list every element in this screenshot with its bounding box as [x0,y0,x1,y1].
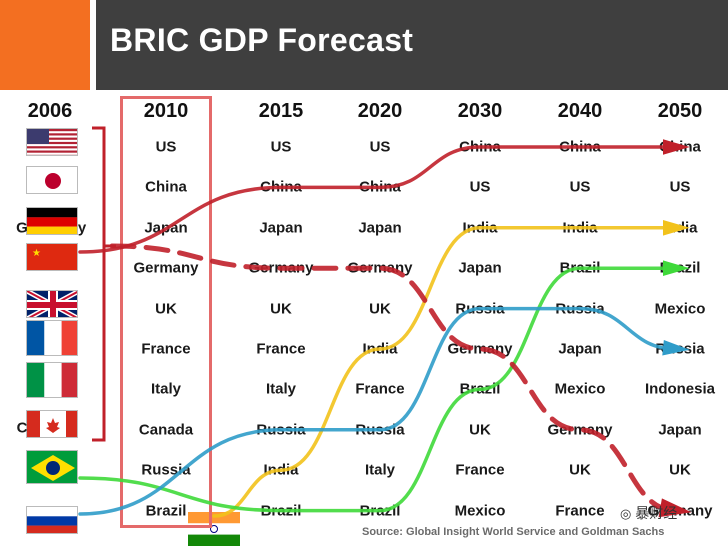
wechat-icon: ◎ [620,506,632,521]
rank-cell-2010-2: China [145,178,187,196]
rank-cell-2040-6: Japan [558,340,602,358]
trajectory-china [78,145,678,254]
arrowhead-brazil [663,260,690,276]
watermark: ◎ 暴财经 [620,503,677,523]
rank-cell-2020-7: France [355,380,405,398]
rank-cell-2030-8: UK [469,421,491,439]
rank-cell-2050-7: Indonesia [644,380,716,398]
year-header-2030: 2030 [457,100,503,122]
arrowhead-russia [662,339,690,356]
rank-cell-2040-10: France [555,502,605,520]
trajectory-india [212,226,678,518]
rank-cell-2010-6: France [141,340,191,358]
year-header-2020: 2020 [357,100,403,122]
rank-cell-2010-1: US [155,138,177,156]
rank-cell-2050-2: US [669,178,691,196]
germany-flag [26,207,78,235]
arrowhead-india [663,220,690,236]
trajectory-brazil [78,266,678,513]
trajectory-russia [78,306,678,516]
watermark-text: 暴财经 [635,505,678,521]
rank-cell-2015-5: UK [270,300,292,318]
year-header-2040: 2040 [557,100,603,122]
brazil-flag [26,450,78,484]
rank-cell-2010-5: UK [155,300,177,318]
china-flag: ★ [26,243,78,271]
rank-cell-2015-1: US [270,138,292,156]
arrowhead-china [663,139,690,155]
rank-cell-2010-7: Italy [150,380,182,398]
italy-flag [26,362,78,398]
svg-text:★: ★ [32,248,41,259]
rank-cell-2030-10: Mexico [454,502,506,520]
france-flag [26,320,78,356]
uk-flag [26,290,78,318]
rank-cell-2030-9: France [455,461,505,479]
rank-cell-2040-9: UK [569,461,591,479]
partial-label-germany-end: y [77,219,87,237]
year-header-2010: 2010 [143,100,189,122]
header-bar [96,0,728,90]
rank-cell-2020-1: US [369,138,391,156]
year-header-2006: 2006 [27,100,73,122]
russia-flag [26,506,78,534]
rank-cell-2050-8: Japan [658,421,702,439]
rank-cell-2030-4: Japan [458,259,502,277]
partial-label-germany-start: G [16,219,28,237]
source-note: Source: Global Insight World Service and… [362,526,665,538]
trajectory-germany [109,243,679,514]
rank-cell-2015-7: Italy [265,380,297,398]
partial-label-canada: C [16,419,28,437]
header-accent-block [0,0,90,90]
page-title: BRIC GDP Forecast [110,22,414,58]
year-header-2015: 2015 [258,100,304,122]
rank-cell-2020-3: Japan [358,219,402,237]
rank-cell-2050-5: Mexico [654,300,706,318]
rank-cell-2030-2: US [469,178,491,196]
left-bracket [92,126,106,442]
year-header-2050: 2050 [657,100,703,122]
rank-cell-2020-9: Italy [364,461,396,479]
arrowhead-germany [658,498,692,518]
highlight-box-2010 [120,96,212,528]
rank-cell-2050-9: UK [669,461,691,479]
japan-flag [26,166,78,194]
canada-flag [26,410,78,438]
rank-cell-2015-6: France [256,340,306,358]
rank-cell-2010-4: Germany [133,259,199,277]
rank-cell-2020-5: UK [369,300,391,318]
rank-cell-2010-8: Canada [138,421,194,439]
rank-cell-2040-2: US [569,178,591,196]
us-flag [26,128,78,156]
rank-cell-2040-7: Mexico [554,380,606,398]
rank-cell-2015-3: Japan [259,219,303,237]
rank-cell-2010-10: Brazil [145,502,187,520]
